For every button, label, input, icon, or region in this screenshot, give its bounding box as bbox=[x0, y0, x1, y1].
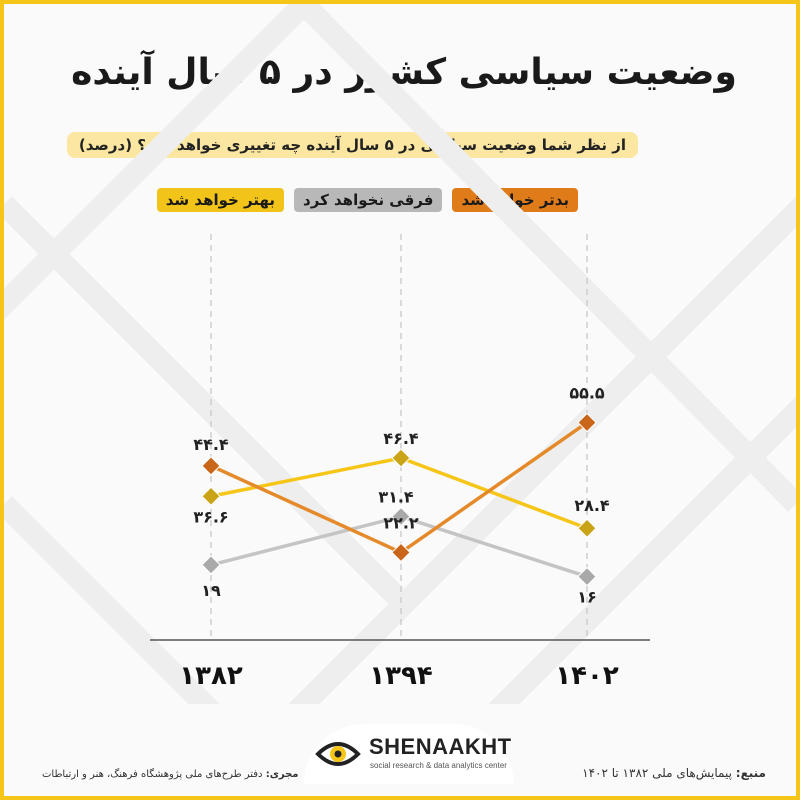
x-tick-label-layer: ۱۳۸۲ ۱۳۹۴ ۱۴۰۲ bbox=[179, 661, 619, 691]
source-text: پیمایش‌های ملی ۱۳۸۲ تا ۱۴۰۲ bbox=[582, 766, 732, 780]
decoration-stripe bbox=[296, 4, 796, 512]
x-tick-label: ۱۳۸۲ bbox=[179, 661, 243, 691]
x-tick-label: ۱۴۰۲ bbox=[555, 661, 619, 691]
brand-name: SHENAAKHT bbox=[369, 734, 512, 759]
source-credit: منبع: پیمایش‌های ملی ۱۳۸۲ تا ۱۴۰۲ bbox=[582, 766, 766, 780]
brand-logo: SHENAAKHT social research & data analyti… bbox=[304, 724, 514, 784]
data-point-worse bbox=[201, 456, 221, 476]
data-label-better: ۴۶.۴ bbox=[383, 429, 419, 448]
footer: مجری: دفتر طرح‌های ملی پژوهشگاه فرهنگ، ه… bbox=[4, 704, 796, 796]
decoration-stripe bbox=[4, 4, 312, 320]
executor-credit: مجری: دفتر طرح‌های ملی پژوهشگاه فرهنگ، ه… bbox=[42, 769, 299, 780]
chart-legend: بدتر خواهد شد فرقی نخواهد کرد بهتر خواهد… bbox=[156, 188, 578, 212]
data-point-worse bbox=[391, 542, 411, 563]
data-label-worse: ۵۵.۵ bbox=[569, 384, 605, 403]
data-point-better bbox=[391, 448, 411, 468]
executor-label: مجری: bbox=[265, 769, 299, 780]
data-label-worse: ۲۲.۲ bbox=[383, 513, 419, 532]
data-label-no-change: ۳۱.۴ bbox=[378, 488, 414, 507]
brand-tagline: social research & data analytics center bbox=[370, 761, 507, 770]
data-point-no-change bbox=[577, 566, 597, 587]
series-layer bbox=[201, 412, 597, 587]
data-label-no-change: ۱۶ bbox=[577, 588, 597, 607]
data-label-layer: ۴۴.۴ ۲۲.۲ ۵۵.۵ ۱۹ ۳۱.۴ ۱۶ ۳۶.۶ ۴۶.۴ ۲۸.۴ bbox=[193, 384, 610, 607]
legend-item-no-change: فرقی نخواهد کرد bbox=[294, 188, 443, 212]
line-chart: ۴۴.۴ ۲۲.۲ ۵۵.۵ ۱۹ ۳۱.۴ ۱۶ ۳۶.۶ ۴۶.۴ ۲۸.۴ ۱۳۸۲ ۱۳۹… bbox=[4, 4, 796, 796]
data-point-better bbox=[201, 486, 221, 506]
data-label-better: ۳۶.۶ bbox=[193, 507, 228, 526]
decoration-stripe bbox=[4, 196, 412, 612]
data-label-worse: ۴۴.۴ bbox=[193, 435, 229, 454]
data-point-better bbox=[577, 518, 597, 538]
x-tick-label: ۱۳۹۴ bbox=[369, 661, 432, 691]
legend-item-better: بهتر خواهد شد bbox=[156, 188, 285, 212]
source-label: منبع: bbox=[735, 766, 766, 780]
eye-icon bbox=[315, 742, 361, 766]
chart-grid bbox=[210, 234, 588, 640]
data-point-worse bbox=[577, 412, 597, 433]
data-label-no-change: ۱۹ bbox=[201, 581, 221, 600]
executor-text: دفتر طرح‌های ملی پژوهشگاه فرهنگ، هنر و ا… bbox=[42, 769, 263, 780]
data-point-no-change bbox=[201, 555, 221, 575]
data-label-better: ۲۸.۴ bbox=[574, 496, 610, 515]
data-point-no-change bbox=[391, 506, 411, 527]
